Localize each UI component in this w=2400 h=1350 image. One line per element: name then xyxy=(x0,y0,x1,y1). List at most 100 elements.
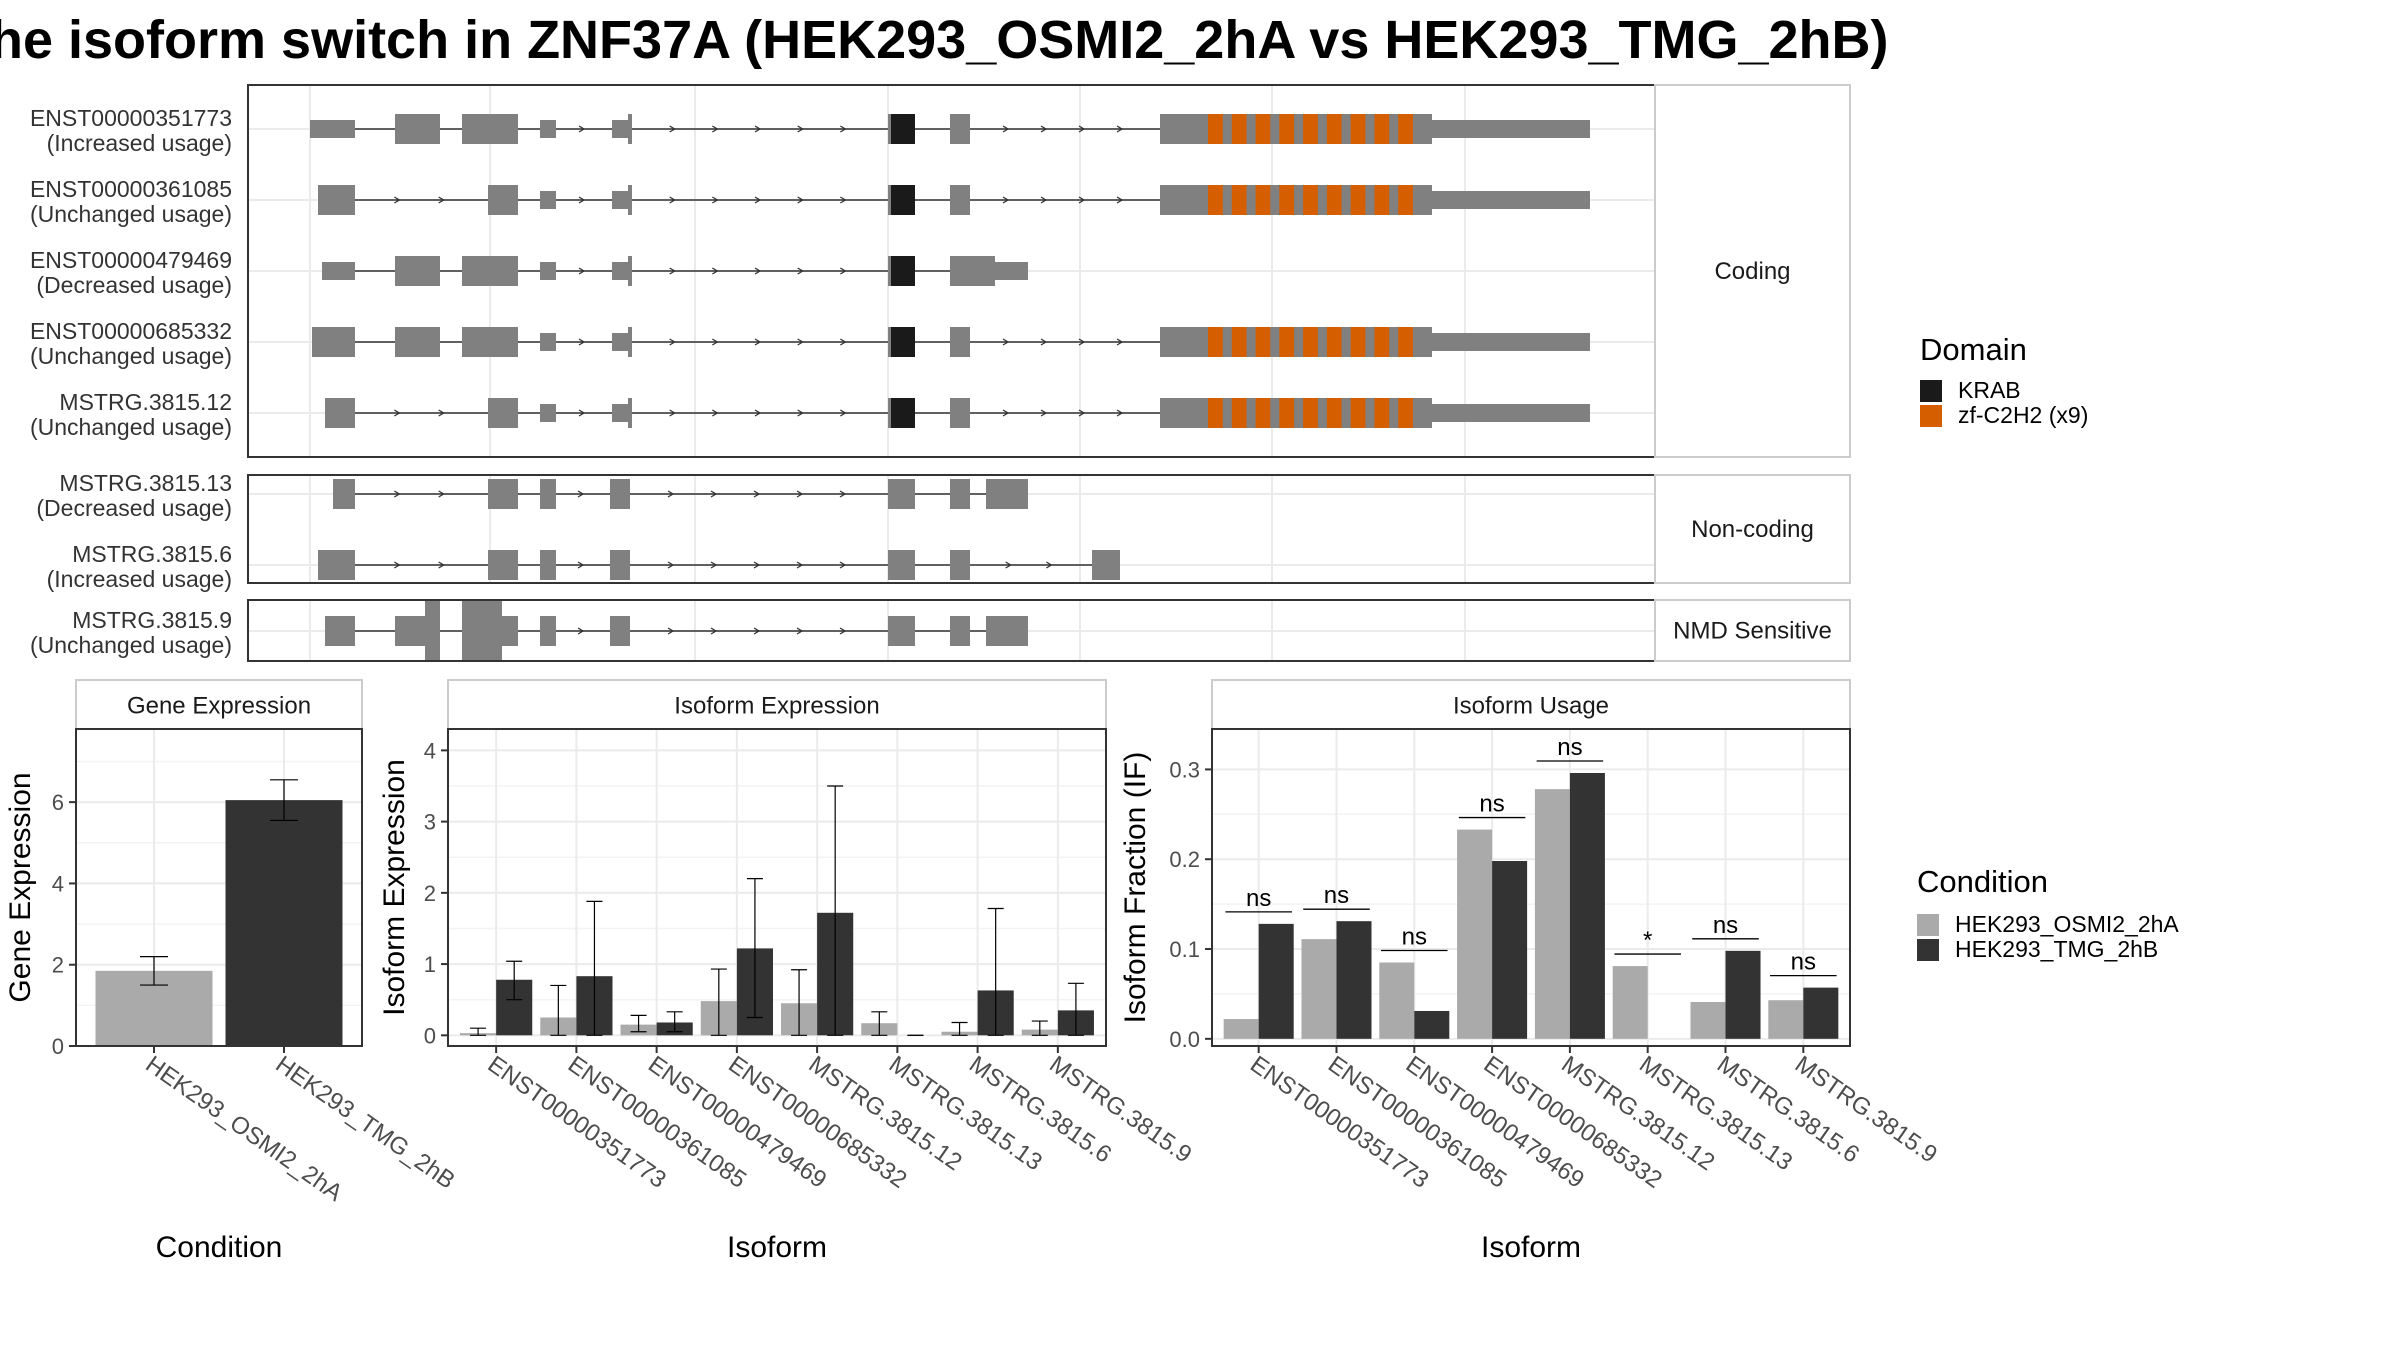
bar-enst00000685332-hek293-tmg-2hb xyxy=(1492,861,1528,1039)
significance-label: ns xyxy=(1246,885,1271,912)
transcript-usage-label: (Unchanged usage) xyxy=(30,632,232,658)
zf-c2h2-domain-mstrg-3815-12 xyxy=(1231,398,1247,428)
intron-arrow-enst00000479469 xyxy=(754,267,762,275)
intron-arrow-mstrg-3815-6 xyxy=(796,561,804,569)
y-tick-label: 4 xyxy=(52,871,64,896)
exon-enst00000479469 xyxy=(950,256,995,286)
zf-c2h2-domain-enst00000351773 xyxy=(1231,114,1247,144)
bar-hek293-tmg-2hb-hek293-tmg-2hb xyxy=(225,800,343,1046)
transcript-id-label: ENST00000361085 xyxy=(30,176,232,202)
transcript-usage-label: (Increased usage) xyxy=(47,130,232,156)
exon-enst00000351773 xyxy=(395,114,440,144)
exon-mstrg-3815-9 xyxy=(395,616,425,646)
zf-c2h2-domain-enst00000685332 xyxy=(1326,327,1342,357)
exon-enst00000351773 xyxy=(310,120,355,138)
exon-enst00000351773 xyxy=(612,120,630,138)
x-axis-title: Isoform xyxy=(727,1231,827,1264)
significance-label: ns xyxy=(1324,882,1349,909)
transcript-id-label: MSTRG.3815.12 xyxy=(59,389,232,415)
zf-c2h2-domain-enst00000361085 xyxy=(1374,185,1390,215)
transcript-usage-label: (Increased usage) xyxy=(47,566,232,592)
krab-domain-enst00000479469 xyxy=(891,256,915,286)
intron-arrow-enst00000479469 xyxy=(578,267,586,275)
exon-enst00000685332 xyxy=(1432,333,1590,351)
exon-enst00000351773 xyxy=(950,114,970,144)
intron-arrow-enst00000351773 xyxy=(754,125,762,133)
zf-c2h2-domain-mstrg-3815-12 xyxy=(1326,398,1342,428)
intron-arrow-mstrg-3815-12 xyxy=(669,409,676,417)
legend-label-tmg: HEK293_TMG_2hB xyxy=(1955,936,2158,962)
panel-strip xyxy=(75,679,363,730)
panel-strip-title: Isoform Expression xyxy=(674,693,879,720)
intron-arrow-mstrg-3815-6 xyxy=(1005,561,1012,569)
intron-arrow-enst00000479469 xyxy=(839,267,847,275)
group-strip-nmd-sensitive xyxy=(1654,599,1851,662)
intron-arrow-enst00000351773 xyxy=(839,125,847,133)
bar-enst00000351773-hek293-osmi2-2ha xyxy=(1223,1019,1259,1039)
intron-arrow-mstrg-3815-13 xyxy=(438,490,445,498)
intron-arrow-mstrg-3815-6 xyxy=(753,561,761,569)
y-tick-label: 0.3 xyxy=(1169,757,1200,782)
significance-label: ns xyxy=(1557,734,1582,761)
bar-mstrg-3815-12-hek293-osmi2-2ha xyxy=(1534,789,1570,1039)
legend-swatch-osmi2 xyxy=(1917,914,1939,936)
intron-arrow-mstrg-3815-12 xyxy=(393,409,401,417)
intron-arrow-mstrg-3815-12 xyxy=(797,409,804,417)
zf-c2h2-domain-enst00000685332 xyxy=(1303,327,1318,357)
exon-mstrg-3815-12 xyxy=(325,398,355,428)
exon-enst00000361085 xyxy=(1160,185,1432,215)
exon-enst00000361085 xyxy=(540,191,556,209)
exon-mstrg-3815-9 xyxy=(950,616,970,646)
exon-enst00000479469 xyxy=(395,256,440,286)
exon-enst00000351773 xyxy=(540,120,556,138)
exon-mstrg-3815-9 xyxy=(610,616,630,646)
intron-arrow-enst00000351773 xyxy=(1078,125,1086,133)
intron-arrow-mstrg-3815-13 xyxy=(753,490,761,498)
intron-arrow-mstrg-3815-6 xyxy=(393,561,401,569)
significance-label: ns xyxy=(1791,949,1816,976)
exon-mstrg-3815-13 xyxy=(540,479,556,509)
bar-mstrg-3815-9-hek293-tmg-2hb xyxy=(1803,987,1839,1039)
intron-arrow-enst00000361085 xyxy=(797,196,804,204)
intron-arrow-enst00000685332 xyxy=(839,338,847,346)
y-tick-label: 4 xyxy=(424,738,436,763)
group-strip-label-nmd-sensitive: NMD Sensitive xyxy=(1673,618,1832,645)
isoform-expression-panel: Isoform Expression01234ENST00000351773EN… xyxy=(378,679,1196,1264)
intron-arrow-enst00000351773 xyxy=(1040,125,1048,133)
zf-c2h2-domain-enst00000361085 xyxy=(1255,185,1271,215)
intron-arrow-mstrg-3815-12 xyxy=(1040,409,1048,417)
bar-mstrg-3815-6-hek293-tmg-2hb xyxy=(1725,950,1761,1039)
intron-arrow-mstrg-3815-9 xyxy=(839,627,847,635)
intron-arrow-enst00000479469 xyxy=(797,267,804,275)
intron-arrow-enst00000361085 xyxy=(754,196,762,204)
exon-mstrg-3815-12 xyxy=(488,398,518,428)
intron-arrow-enst00000479469 xyxy=(669,267,676,275)
significance-label: ns xyxy=(1402,923,1427,950)
group-strip-non-coding xyxy=(1654,474,1851,584)
intron-arrow-mstrg-3815-12 xyxy=(754,409,762,417)
zf-c2h2-domain-enst00000685332 xyxy=(1350,327,1366,357)
legend-swatch-zf-c2h2 xyxy=(1920,405,1942,427)
intron-arrow-mstrg-3815-12 xyxy=(1116,409,1124,417)
exon-mstrg-3815-12 xyxy=(1160,398,1432,428)
zf-c2h2-domain-enst00000361085 xyxy=(1208,185,1223,215)
intron-arrow-mstrg-3815-13 xyxy=(393,490,401,498)
intron-arrow-mstrg-3815-6 xyxy=(667,561,675,569)
intron-arrow-enst00000685332 xyxy=(754,338,762,346)
intron-arrow-mstrg-3815-12 xyxy=(839,409,847,417)
significance-label: * xyxy=(1643,927,1652,954)
intron-arrow-mstrg-3815-13 xyxy=(667,490,675,498)
bar-mstrg-3815-9-hek293-osmi2-2ha xyxy=(1768,1000,1804,1039)
zf-c2h2-domain-mstrg-3815-12 xyxy=(1255,398,1271,428)
exon-mstrg-3815-6 xyxy=(488,550,518,580)
exon-mstrg-3815-13 xyxy=(986,479,1028,509)
exon-mstrg-3815-12 xyxy=(1432,404,1590,422)
intron-arrow-mstrg-3815-6 xyxy=(839,561,847,569)
intron-arrow-enst00000685332 xyxy=(711,338,719,346)
exon-enst00000361085 xyxy=(628,185,632,215)
intron-arrow-enst00000351773 xyxy=(669,125,676,133)
intron-arrow-mstrg-3815-6 xyxy=(577,561,585,569)
intron-arrow-enst00000361085 xyxy=(393,196,401,204)
krab-domain-enst00000351773 xyxy=(891,114,915,144)
zf-c2h2-domain-enst00000351773 xyxy=(1326,114,1342,144)
